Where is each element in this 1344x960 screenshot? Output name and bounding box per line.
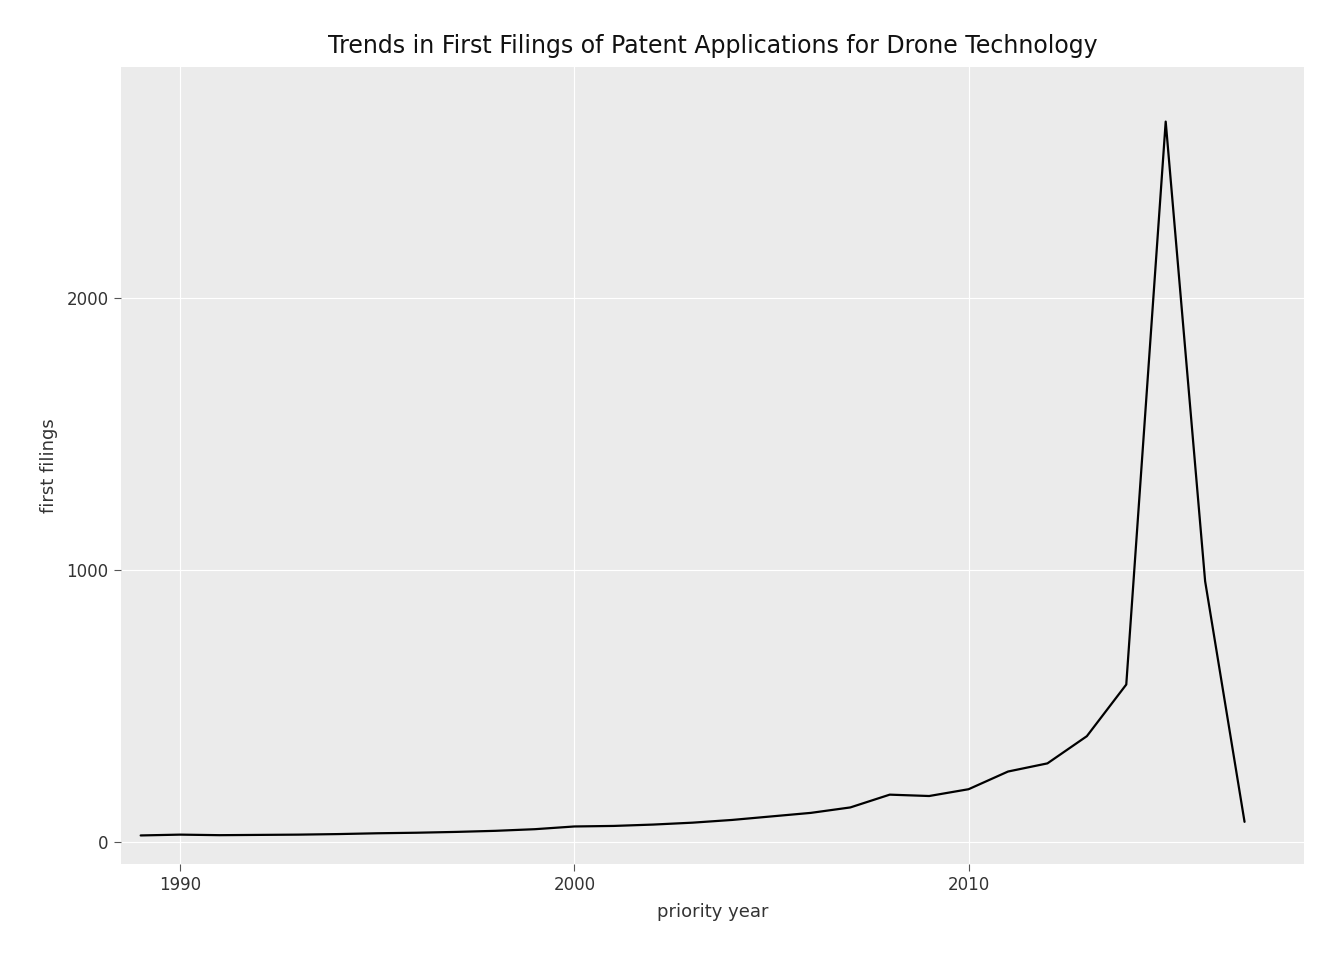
X-axis label: priority year: priority year [657, 902, 767, 921]
Title: Trends in First Filings of Patent Applications for Drone Technology: Trends in First Filings of Patent Applic… [328, 35, 1097, 59]
Y-axis label: first filings: first filings [40, 419, 58, 513]
